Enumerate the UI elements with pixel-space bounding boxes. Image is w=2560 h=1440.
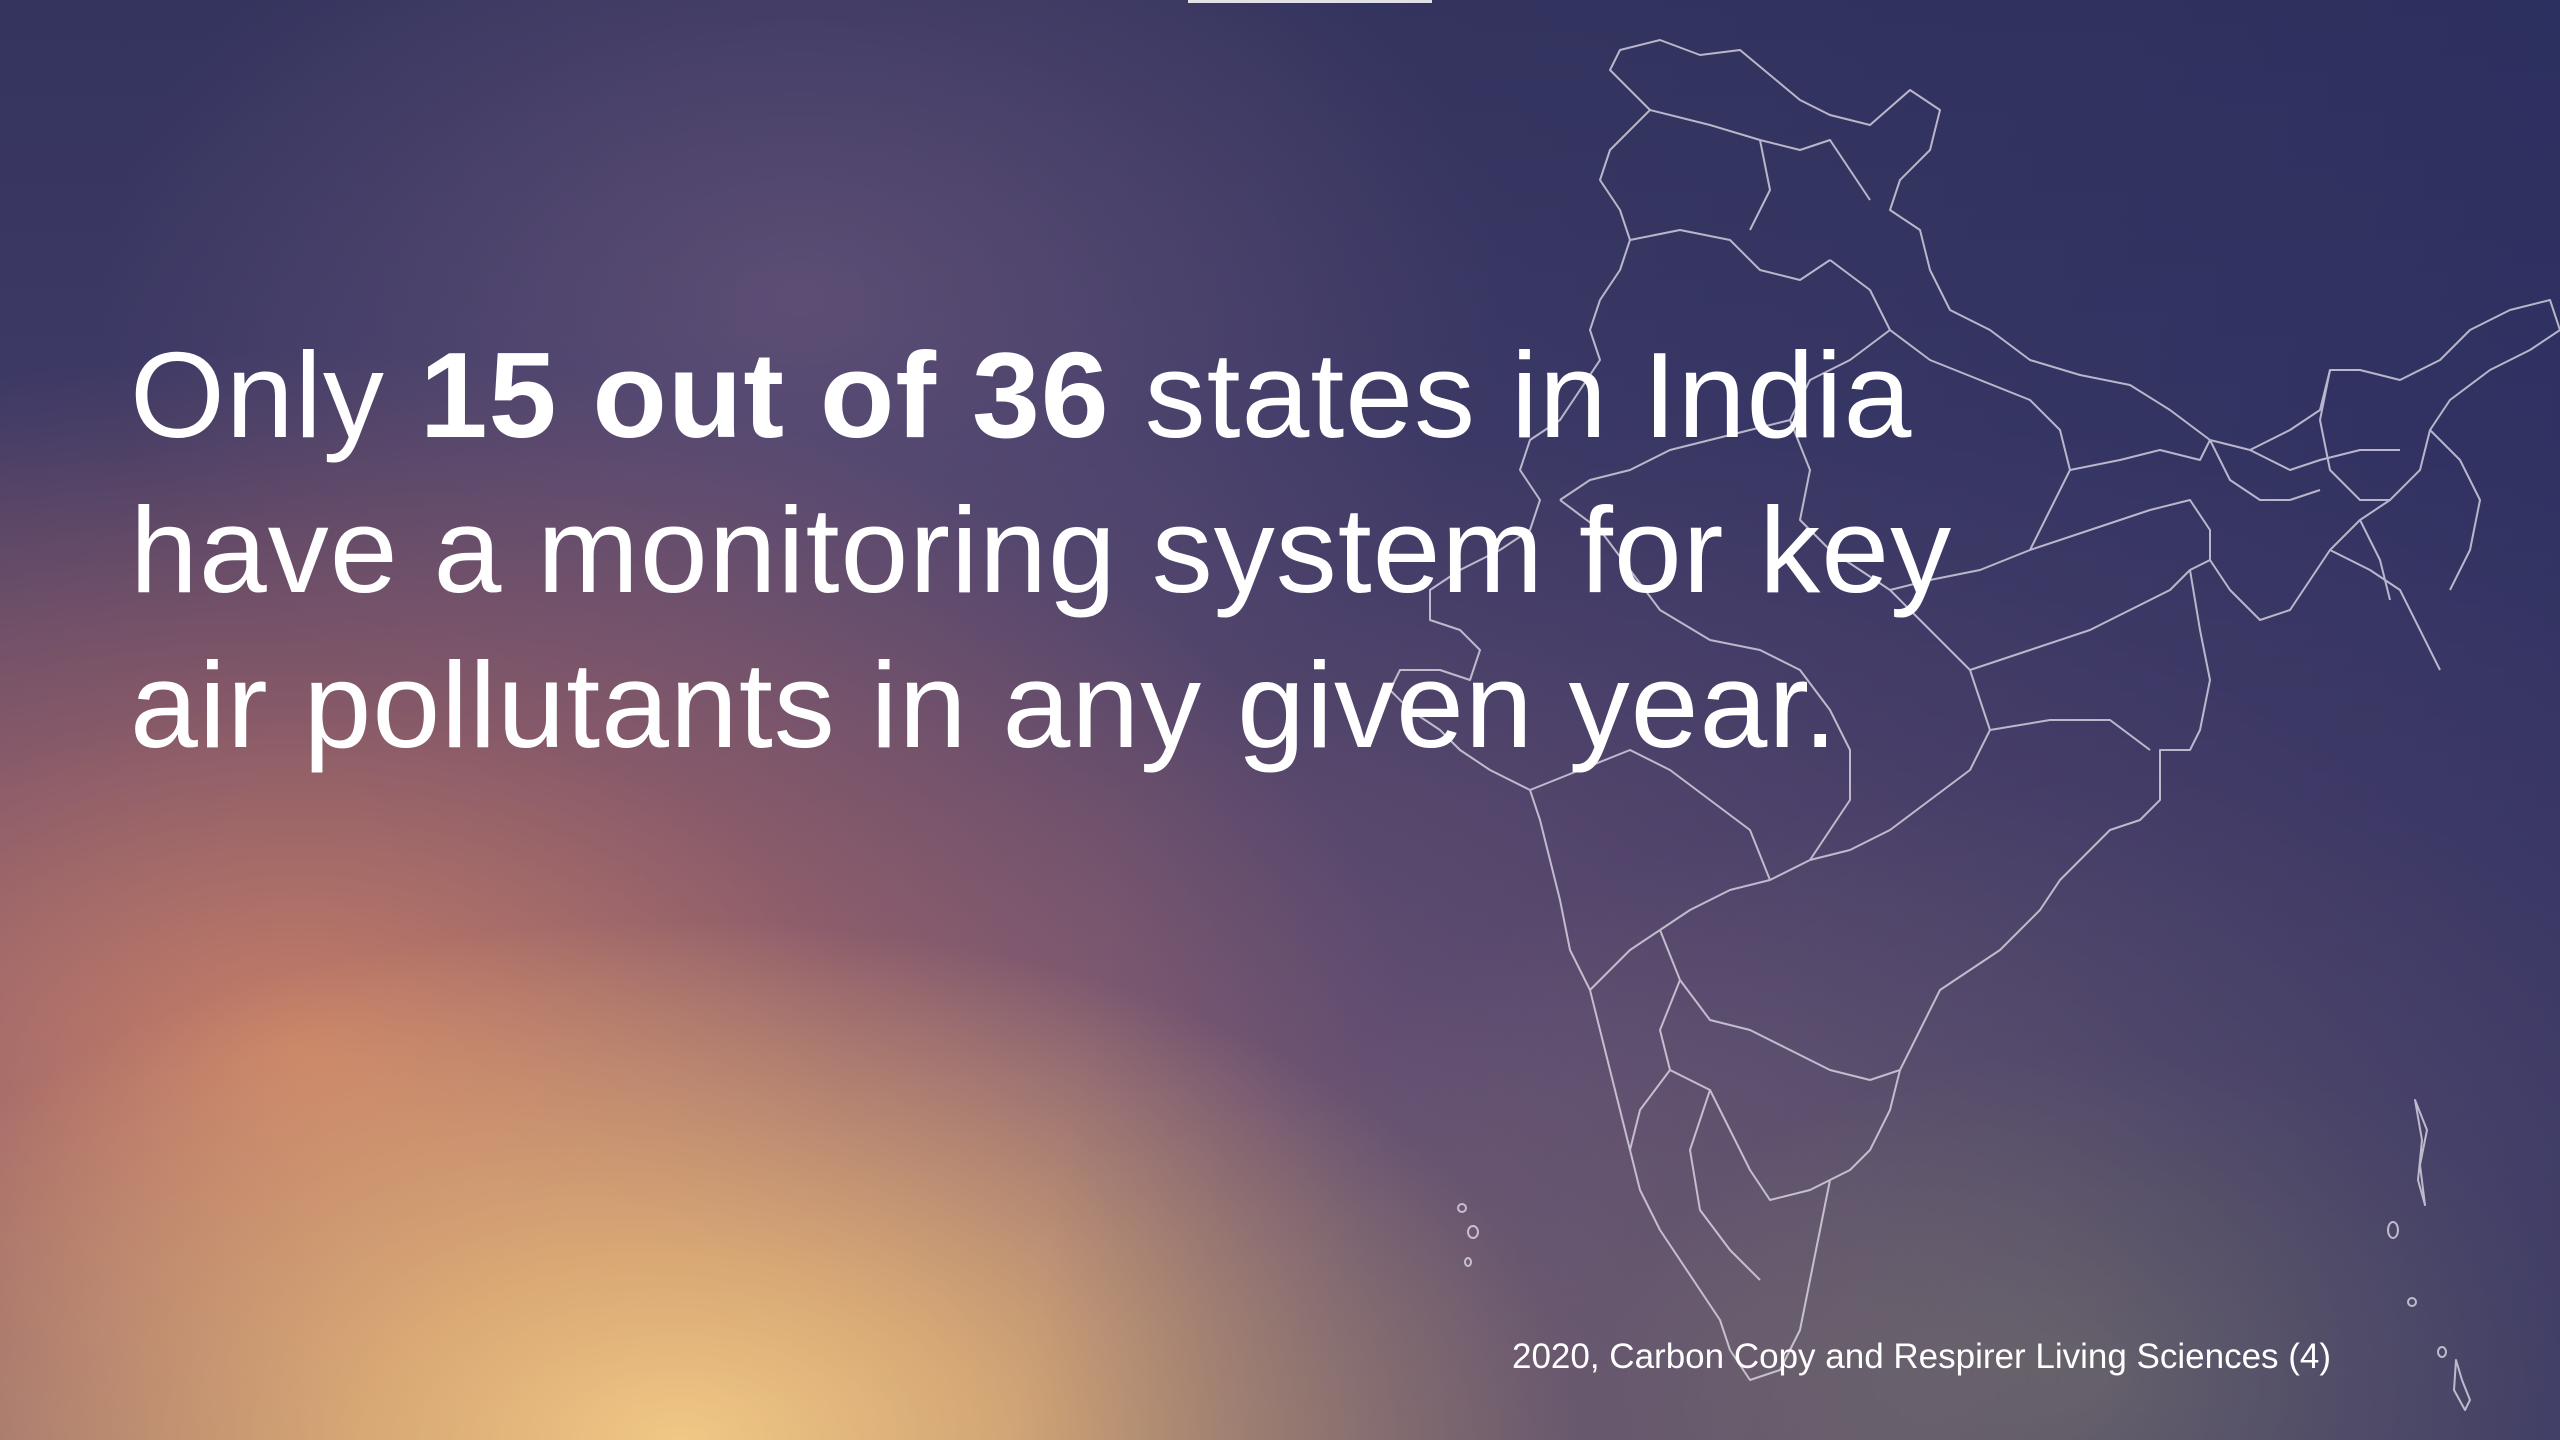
- top-tab-indicator: [1188, 0, 1432, 3]
- headline-lead: Only: [130, 327, 420, 463]
- headline-emphasis: 15 out of 36: [419, 327, 1110, 463]
- headline: Only 15 out of 36 states in India have a…: [130, 318, 2030, 783]
- headline-rest: states in India have a monitoring system…: [130, 327, 1953, 773]
- source-citation: 2020, Carbon Copy and Respirer Living Sc…: [1512, 1337, 2332, 1376]
- india-map-icon: [1389, 39, 2560, 1411]
